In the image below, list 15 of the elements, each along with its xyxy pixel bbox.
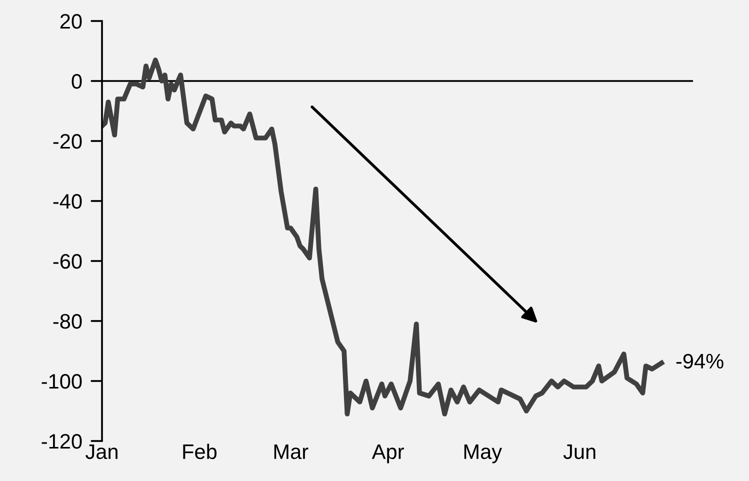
- x-tick-label: May: [464, 444, 502, 464]
- y-tick-label: 0: [72, 74, 82, 89]
- x-tick-label: Mar: [274, 444, 308, 460]
- y-tick-label: -60: [53, 254, 82, 269]
- y-tick-label: -120: [42, 434, 82, 449]
- y-tick-label: -100: [42, 374, 82, 389]
- y-tick-label: -40: [53, 194, 82, 209]
- y-tick-label: -80: [53, 314, 82, 329]
- x-tick-label: Apr: [372, 444, 404, 464]
- x-tick-label: Jan: [86, 444, 118, 460]
- y-tick-label: -20: [53, 134, 82, 149]
- x-tick-label: Jun: [563, 444, 596, 460]
- y-tick-label: 20: [60, 14, 82, 29]
- x-tick-label: Feb: [183, 444, 217, 460]
- data-label: -94%: [676, 354, 724, 369]
